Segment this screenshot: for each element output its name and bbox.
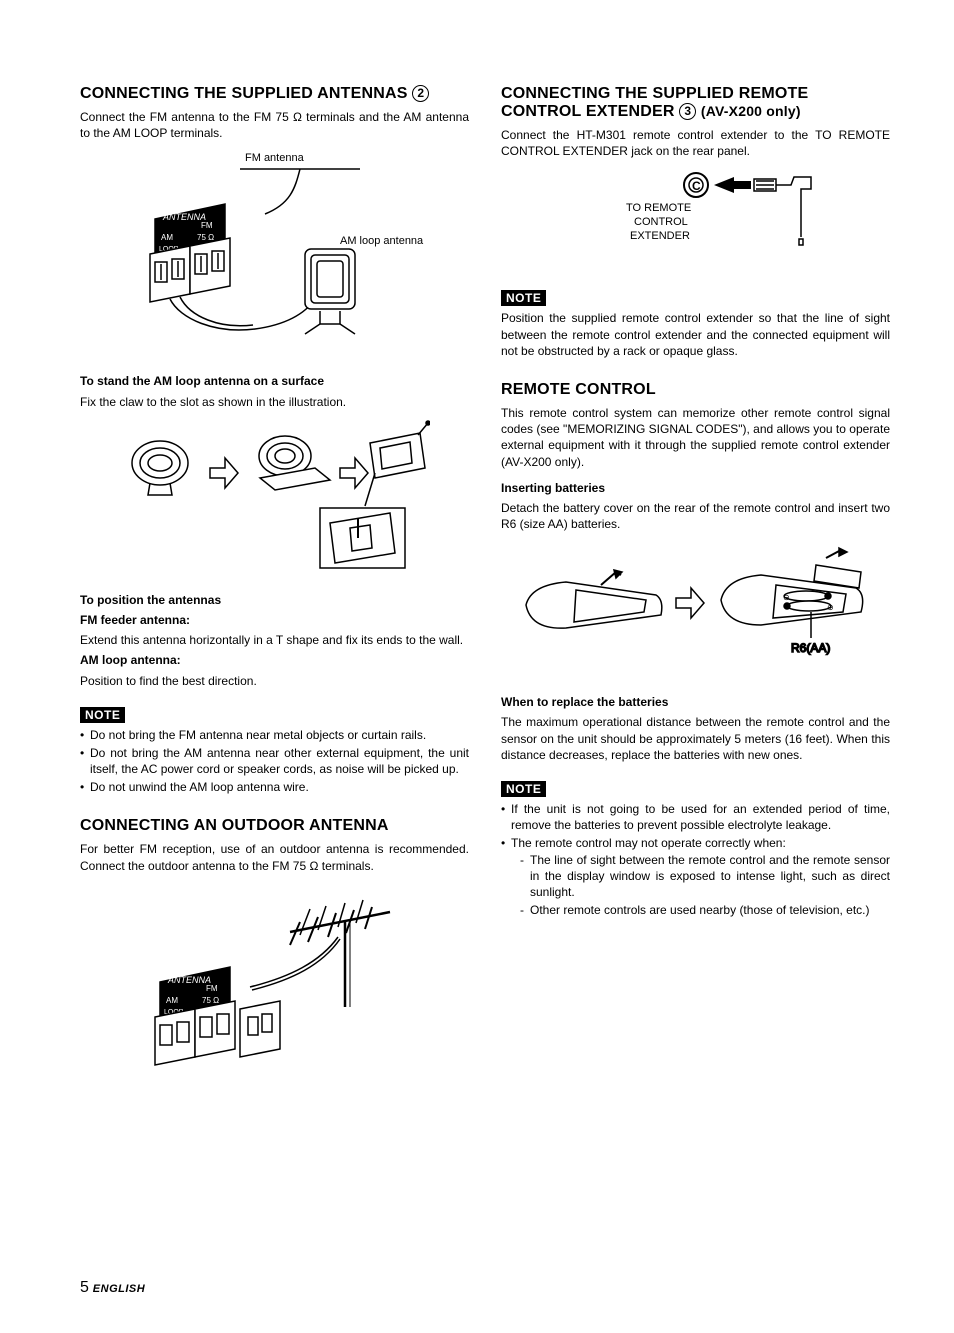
svg-text:75 Ω: 75 Ω (197, 233, 214, 242)
note-badge-1: NOTE (80, 707, 125, 723)
svg-text:ANTENNA: ANTENNA (167, 975, 211, 985)
fm-feeder-h: FM feeder antenna: (80, 612, 469, 628)
right-column: CONNECTING THE SUPPLIED REMOTE CONTROL E… (501, 85, 890, 1106)
svg-text:FM: FM (201, 221, 213, 230)
svg-text:⊖: ⊖ (783, 593, 790, 602)
note-sublist: The line of sight between the remote con… (511, 852, 890, 919)
svg-text:AM: AM (166, 996, 178, 1005)
figure-antenna-connect: FM antenna ANTENNA FM 75 Ω AM LOOP (80, 149, 469, 359)
page-footer: 5 ENGLISH (80, 1279, 145, 1297)
svg-text:75 Ω: 75 Ω (202, 996, 219, 1005)
stand-text: Fix the claw to the slot as shown in the… (80, 394, 469, 410)
svg-text:FM: FM (206, 984, 218, 993)
note-badge-3: NOTE (501, 781, 546, 797)
figure-am-stand (80, 418, 469, 578)
am-loop-h: AM loop antenna: (80, 652, 469, 668)
svg-text:C: C (692, 179, 701, 193)
heading-outdoor: CONNECTING AN OUTDOOR ANTENNA (80, 817, 469, 835)
position-heading: To position the antennas (80, 592, 469, 608)
svg-text:⊕: ⊕ (827, 603, 834, 612)
replace-text: The maximum operational distance between… (501, 714, 890, 763)
note-list-1: Do not bring the FM antenna near metal o… (80, 727, 469, 796)
extender-note: Position the supplied remote control ext… (501, 310, 890, 359)
svg-text:AM loop antenna: AM loop antenna (340, 235, 424, 247)
left-column: CONNECTING THE SUPPLIED ANTENNAS 2 Conne… (80, 85, 469, 1106)
antenna-intro: Connect the FM antenna to the FM 75 Ω te… (80, 109, 469, 141)
batteries-text: Detach the battery cover on the rear of … (501, 500, 890, 532)
svg-text:TO REMOTE: TO REMOTE (626, 202, 691, 214)
heading-extender: CONNECTING THE SUPPLIED REMOTE CONTROL E… (501, 85, 890, 121)
svg-text:AM: AM (161, 233, 173, 242)
stand-heading: To stand the AM loop antenna on a surfac… (80, 373, 469, 389)
fm-feeder-p: Extend this antenna horizontally in a T … (80, 632, 469, 648)
outdoor-text: For better FM reception, use of an outdo… (80, 841, 469, 873)
heading-antennas: CONNECTING THE SUPPLIED ANTENNAS 2 (80, 85, 469, 103)
svg-text:FM antenna: FM antenna (245, 152, 305, 164)
batteries-heading: Inserting batteries (501, 480, 890, 496)
extender-intro: Connect the HT-M301 remote control exten… (501, 127, 890, 159)
figure-outdoor: ANTENNA FM 75 Ω AM LOOP (80, 882, 469, 1092)
svg-text:EXTENDER: EXTENDER (630, 230, 690, 242)
figure-batteries: ⊖ ⊕ R6(AA) (501, 540, 890, 680)
am-loop-p: Position to find the best direction. (80, 673, 469, 689)
svg-text:R6(AA): R6(AA) (791, 641, 830, 655)
note-list-2: If the unit is not going to be used for … (501, 801, 890, 918)
heading-remote: REMOTE CONTROL (501, 381, 890, 399)
figure-extender: C TO REMOTE CONTROL EXTENDER (501, 167, 890, 262)
svg-text:CONTROL: CONTROL (634, 216, 688, 228)
svg-text:ANTENNA: ANTENNA (162, 212, 206, 222)
remote-intro: This remote control system can memorize … (501, 405, 890, 470)
note-badge-2: NOTE (501, 290, 546, 306)
replace-heading: When to replace the batteries (501, 694, 890, 710)
